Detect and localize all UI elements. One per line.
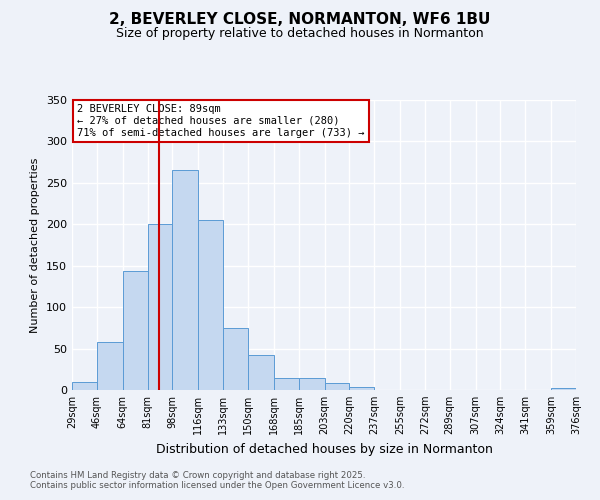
Bar	[72, 382, 97, 390]
Bar	[274, 378, 299, 390]
Text: Contains public sector information licensed under the Open Government Licence v3: Contains public sector information licen…	[30, 480, 404, 490]
Bar	[123, 270, 148, 390]
Text: 2, BEVERLEY CLOSE, NORMANTON, WF6 1BU: 2, BEVERLEY CLOSE, NORMANTON, WF6 1BU	[109, 12, 491, 28]
Bar	[299, 378, 325, 390]
Bar	[325, 384, 349, 390]
Text: Contains HM Land Registry data © Crown copyright and database right 2025.: Contains HM Land Registry data © Crown c…	[30, 470, 365, 480]
Bar	[349, 386, 374, 390]
Y-axis label: Number of detached properties: Number of detached properties	[31, 158, 40, 332]
Bar	[248, 355, 274, 390]
Bar	[172, 170, 199, 390]
Bar	[199, 220, 223, 390]
Bar	[148, 224, 172, 390]
Bar	[97, 342, 123, 390]
Bar	[551, 388, 576, 390]
X-axis label: Distribution of detached houses by size in Normanton: Distribution of detached houses by size …	[155, 442, 493, 456]
Bar	[223, 328, 248, 390]
Text: 2 BEVERLEY CLOSE: 89sqm
← 27% of detached houses are smaller (280)
71% of semi-d: 2 BEVERLEY CLOSE: 89sqm ← 27% of detache…	[77, 104, 365, 138]
Text: Size of property relative to detached houses in Normanton: Size of property relative to detached ho…	[116, 28, 484, 40]
